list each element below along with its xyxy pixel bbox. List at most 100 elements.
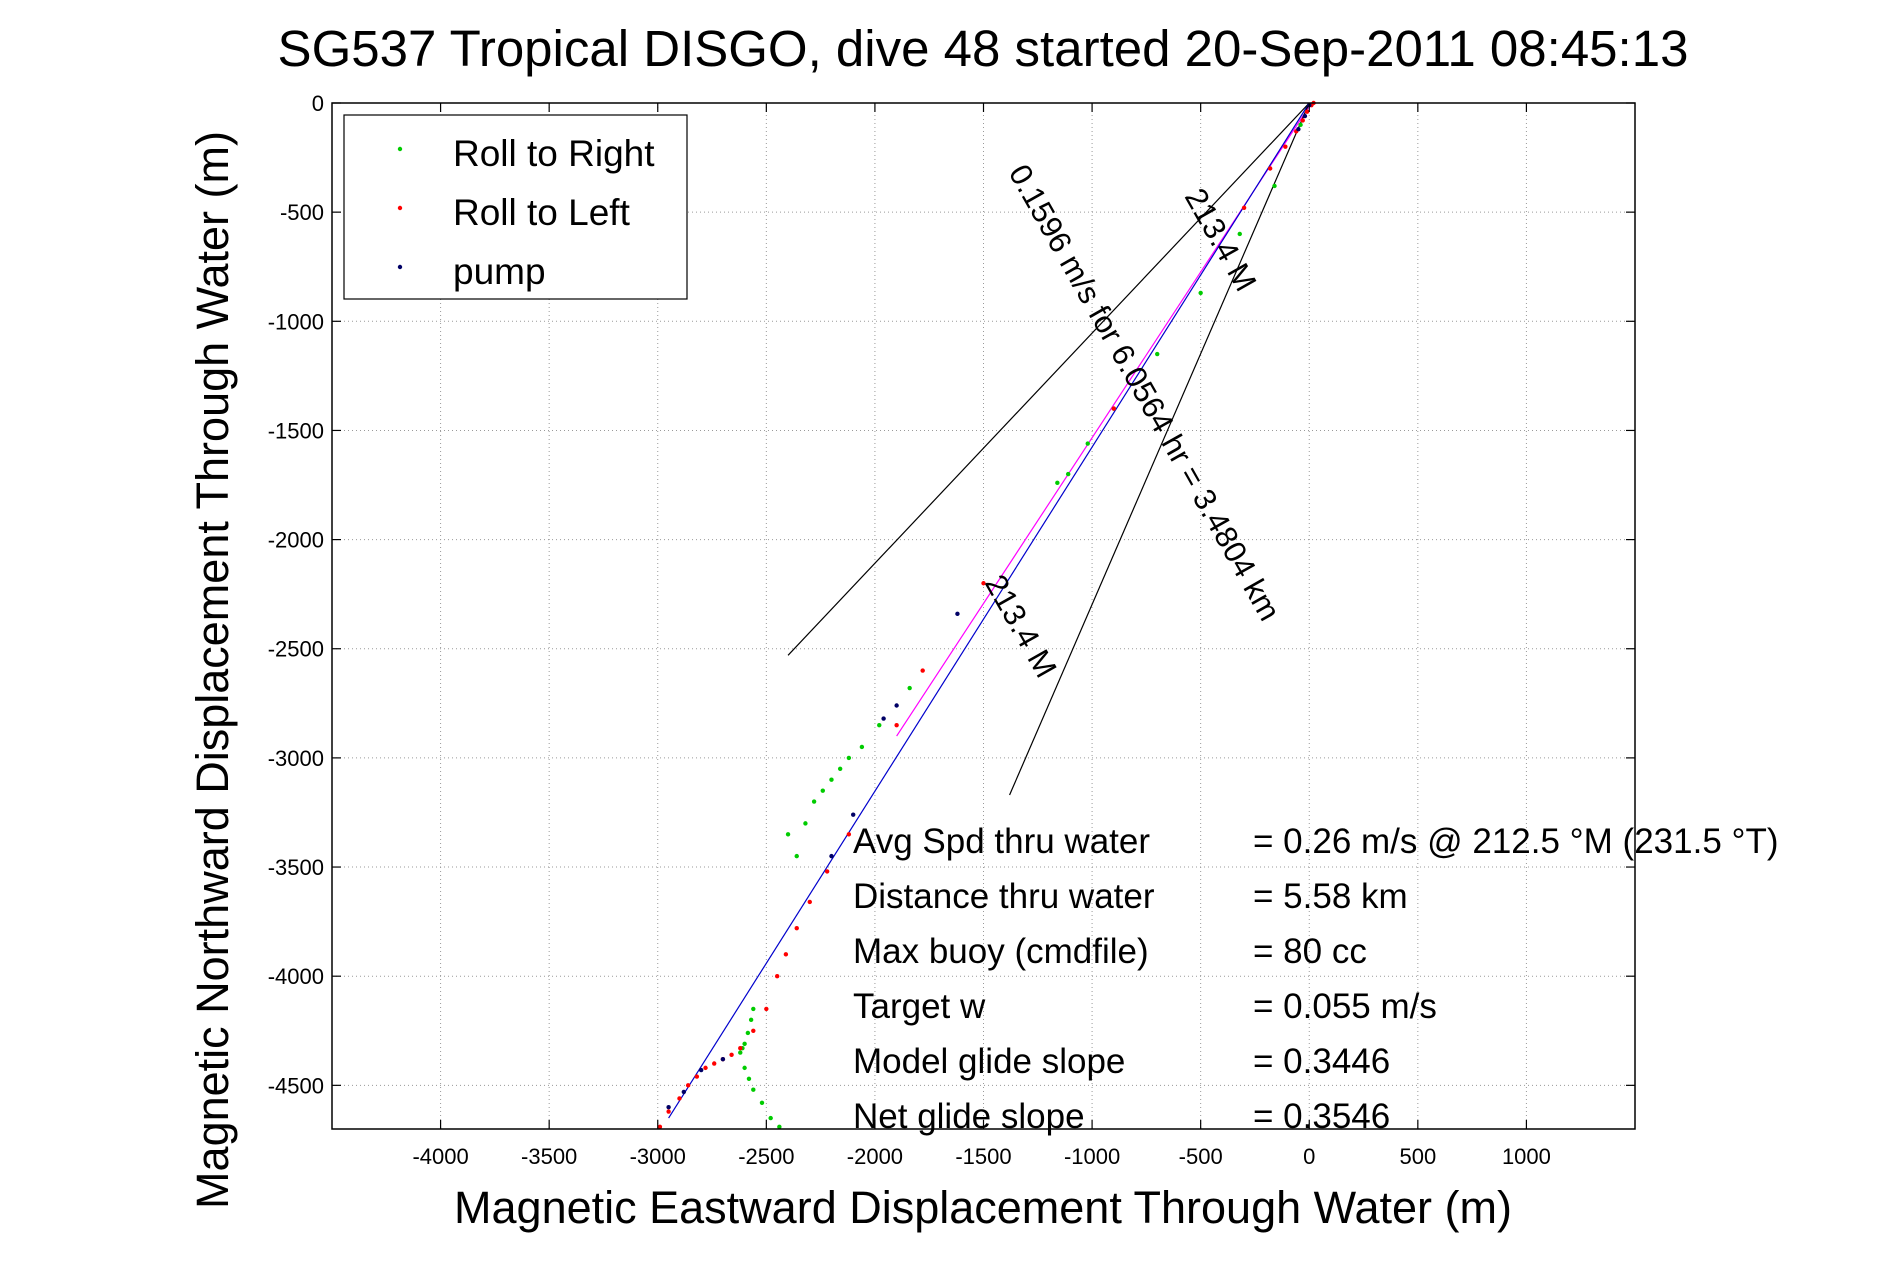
y-tick-label: 0	[312, 91, 324, 116]
roll-to-right-point	[1298, 122, 1303, 128]
y-tick-label: -4000	[268, 964, 324, 989]
roll-to-right-point	[759, 1100, 765, 1106]
roll-to-left-point	[824, 869, 830, 874]
reference-line	[668, 102, 1310, 1119]
roll-to-left-point	[1304, 109, 1310, 114]
summary-text: Avg Spd thru water = 0.26 m/s @ 212.5 °M …	[853, 822, 1779, 1136]
summary-label: Target w	[853, 987, 986, 1026]
roll-to-right-point	[846, 755, 852, 761]
roll-to-right-point	[1065, 471, 1071, 477]
x-tick-label: -3000	[630, 1144, 686, 1169]
legend-marker	[397, 264, 403, 270]
roll-to-left-point	[774, 973, 780, 979]
x-tick-label: -1500	[955, 1144, 1011, 1169]
roll-to-left-point	[764, 1006, 769, 1012]
roll-to-left-point	[729, 1052, 734, 1057]
y-tick-label: -3000	[268, 746, 324, 771]
roll-to-left-point	[685, 1083, 691, 1088]
roll-to-right-point	[837, 766, 843, 772]
y-tick-label: -1000	[268, 309, 324, 334]
y-tick-label: -500	[280, 200, 324, 225]
summary-value: = 0.26 m/s @ 212.5 °M (231.5 °T)	[1253, 822, 1779, 861]
y-tick-label: -4500	[268, 1073, 324, 1098]
roll-to-right-point	[877, 722, 882, 728]
x-axis-ticks: -4000 -3500 -3000 -2500 -2000 -1500 -1000 -500 0…	[412, 103, 1551, 1169]
x-tick-label: -2500	[738, 1144, 794, 1169]
x-tick-label: -2000	[847, 1144, 903, 1169]
roll-to-left-point	[712, 1061, 717, 1066]
roll-to-right-point	[1055, 480, 1060, 486]
roll-to-right-point	[1272, 183, 1277, 189]
roll-to-right-point	[748, 1017, 754, 1023]
roll-to-right-point	[803, 821, 808, 826]
summary-value: = 0.3546	[1253, 1097, 1390, 1136]
roll-to-left-point	[894, 722, 899, 728]
roll-to-right-point	[859, 744, 865, 750]
pump-point	[1296, 126, 1301, 132]
grid	[332, 102, 1635, 1129]
pump-point	[720, 1056, 726, 1062]
pump-point	[666, 1104, 671, 1110]
pump-point	[698, 1067, 704, 1073]
roll-to-right-point	[785, 832, 791, 837]
pump-point	[681, 1089, 687, 1095]
x-tick-label: 1000	[1502, 1144, 1551, 1169]
legend-marker	[397, 205, 403, 211]
roll-to-right-point	[746, 1076, 752, 1081]
summary-label: Distance thru water	[853, 877, 1155, 916]
legend-label: Roll to Left	[453, 192, 631, 233]
summary-label: Net glide slope	[853, 1097, 1085, 1136]
roll-to-right-point	[738, 1050, 743, 1055]
x-tick-label: 0	[1303, 1144, 1315, 1169]
reference-line	[787, 102, 1310, 656]
roll-to-left-point	[1111, 406, 1117, 411]
roll-to-right-point	[1085, 441, 1090, 446]
summary-value: = 80 cc	[1253, 932, 1367, 971]
summary-label: Model glide slope	[853, 1042, 1125, 1081]
roll-to-right-point	[745, 1030, 751, 1036]
y-axis-ticks: 0 -500 -1000 -1500 -2000 -2500 -3000 -3500 -4000…	[268, 91, 1635, 1098]
summary-label: Max buoy (cmdfile)	[853, 932, 1149, 971]
roll-to-right-point	[1155, 351, 1160, 357]
roll-to-left-point	[703, 1065, 708, 1071]
roll-to-right-point	[768, 1115, 773, 1121]
roll-to-left-point	[751, 1028, 756, 1033]
legend-label: pump	[453, 251, 546, 292]
roll-to-right-point	[829, 777, 834, 782]
y-tick-label: -2000	[268, 528, 324, 553]
roll-to-left-point	[920, 668, 925, 673]
roll-to-left-point	[846, 832, 852, 837]
x-axis-label: Magnetic Eastward Displacement Through W…	[454, 1182, 1512, 1233]
pump-point	[955, 611, 960, 617]
y-tick-label: -2500	[268, 637, 324, 662]
summary-value: = 0.055 m/s	[1253, 987, 1437, 1026]
x-tick-label: -3500	[521, 1144, 577, 1169]
annotations: 0.1596 m/s for 6.0564 hr = 3.4804 km213.…	[978, 159, 1287, 684]
roll-to-right-point	[751, 1006, 756, 1012]
roll-to-right-point	[751, 1087, 756, 1092]
roll-to-right-point	[1237, 231, 1242, 237]
roll-to-left-point	[783, 952, 789, 957]
roll-to-right-point	[794, 853, 799, 859]
chart-title: SG537 Tropical DISGO, dive 48 started 20…	[278, 20, 1689, 77]
summary-value: = 5.58 km	[1253, 877, 1408, 916]
x-tick-label: -4000	[412, 1144, 468, 1169]
pump-point	[1302, 113, 1308, 119]
y-tick-label: -1500	[268, 418, 324, 443]
pump-point	[881, 716, 886, 721]
summary-value: = 0.3446	[1253, 1042, 1390, 1081]
y-tick-label: -3500	[268, 855, 324, 880]
roll-to-left-point	[738, 1046, 743, 1051]
x-tick-label: -1000	[1064, 1144, 1120, 1169]
data-points	[657, 100, 1316, 1130]
roll-to-left-point	[657, 1124, 663, 1130]
pump-point	[851, 812, 856, 817]
roll-to-right-point	[811, 799, 817, 804]
legend-marker	[397, 146, 403, 152]
roll-to-right-point	[742, 1041, 747, 1047]
x-tick-label: 500	[1399, 1144, 1436, 1169]
pump-point	[894, 703, 899, 708]
roll-to-right-point	[820, 788, 825, 793]
